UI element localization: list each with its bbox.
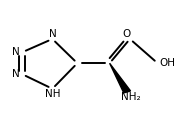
Text: OH: OH xyxy=(159,58,175,68)
Text: NH₂: NH₂ xyxy=(121,92,141,102)
Polygon shape xyxy=(110,63,131,93)
Text: N: N xyxy=(49,29,56,39)
Text: O: O xyxy=(122,29,130,39)
Text: NH: NH xyxy=(45,89,60,99)
Text: N: N xyxy=(12,69,20,79)
Text: N: N xyxy=(12,47,20,57)
